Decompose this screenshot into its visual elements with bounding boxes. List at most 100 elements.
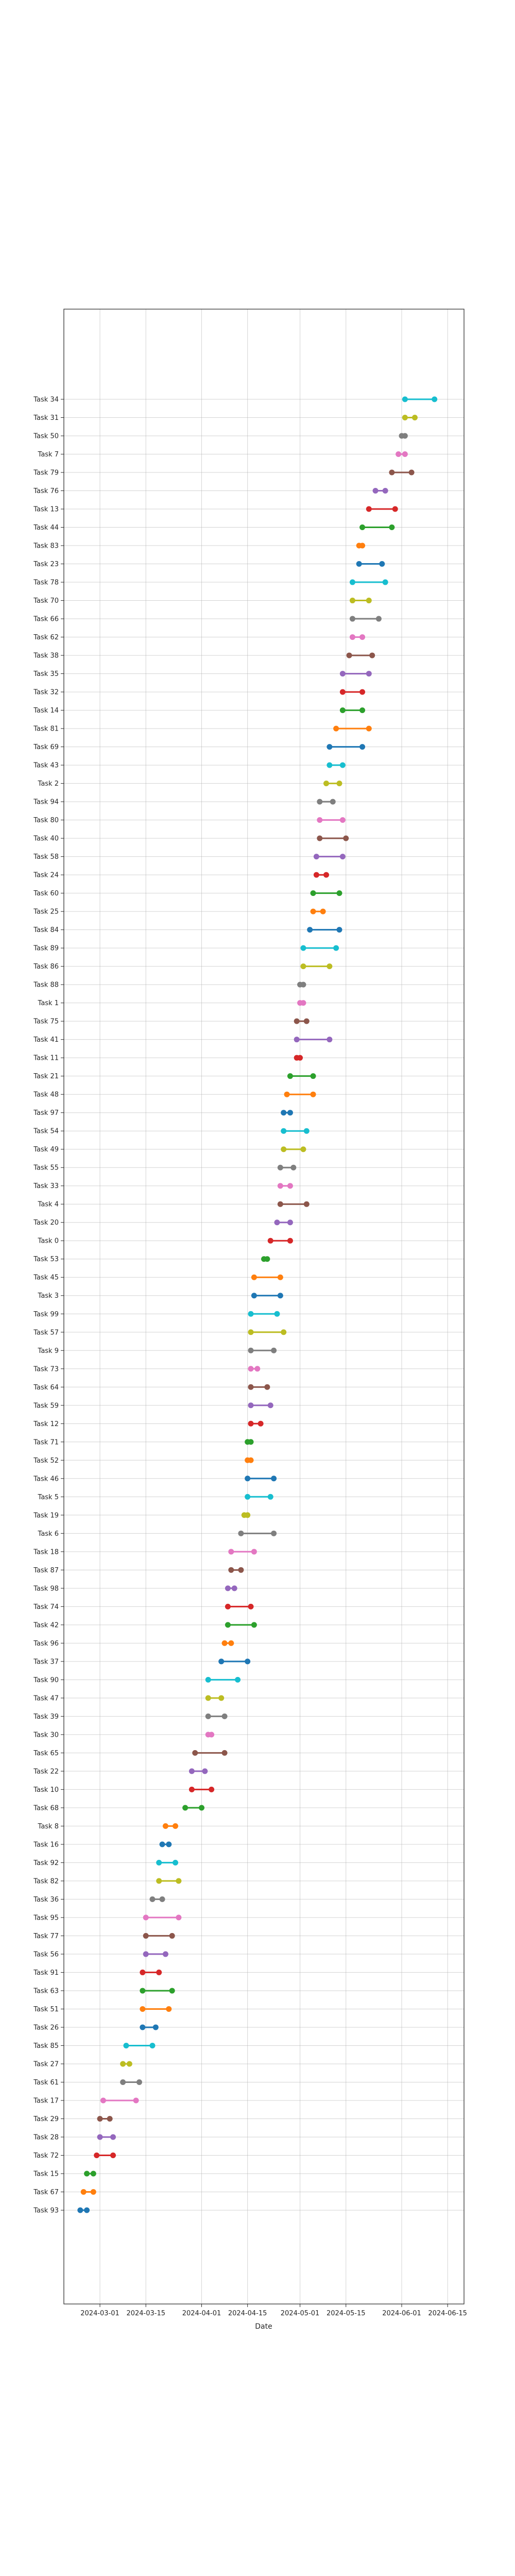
x-tick-label: 2024-05-15 [327,2310,366,2317]
task-end-point [162,1951,168,1957]
task-start-point [317,817,323,823]
y-tick-label: Task 32 [33,689,59,697]
task-start-point [143,1951,149,1957]
task-start-point [287,1073,293,1079]
task-end-point [264,1256,270,1262]
task-end-point [251,1549,257,1555]
x-tick-label: 2024-03-15 [126,2310,165,2317]
task-start-point [281,1146,287,1153]
task-start-point [205,1676,211,1683]
y-tick-label: Task 36 [33,1896,59,1904]
task-start-point [349,598,355,604]
task-end-point [251,1622,257,1628]
y-tick-label: Task 1 [38,999,59,1007]
task-end-point [90,2171,96,2177]
task-end-point [379,561,385,567]
task-start-point [323,781,330,787]
x-axis-title: Date [255,2323,272,2331]
task-end-point [281,1329,287,1335]
y-tick-label: Task 16 [33,1841,59,1849]
y-tick-label: Task 66 [33,616,59,623]
task-start-point [94,2152,100,2158]
task-end-point [359,744,366,750]
y-tick-label: Task 85 [33,2042,59,2050]
y-tick-label: Task 38 [33,652,59,660]
y-tick-label: Task 5 [38,1494,59,1501]
y-tick-label: Task 55 [33,1164,59,1172]
task-end-point [271,1476,277,1482]
task-end-point [303,1128,310,1134]
y-tick-label: Task 81 [33,725,59,733]
task-end-point [310,1073,316,1079]
y-tick-label: Task 39 [33,1713,59,1721]
task-start-point [307,927,313,933]
y-tick-label: Task 37 [33,1658,59,1666]
y-tick-label: Task 71 [33,1438,59,1446]
task-start-point [294,1018,300,1024]
task-end-point [287,1238,293,1244]
x-tick-layer: 2024-03-01 2024-03-15 2024-04-01 2024-04-15… [80,2304,467,2317]
task-start-point [402,396,408,402]
task-start-point [251,1274,257,1280]
task-end-point [333,945,339,951]
task-end-point [198,1805,204,1811]
task-start-point [140,2024,146,2030]
task-start-point [140,2006,146,2012]
task-start-point [182,1805,188,1811]
task-start-point [120,2079,126,2085]
y-tick-label: Task 84 [33,926,59,934]
task-end-point [402,451,408,457]
task-end-point [339,854,346,860]
y-tick-label: Task 10 [33,1786,59,1794]
task-end-point [110,2134,116,2140]
y-tick-label: Task 62 [33,634,59,641]
task-start-point [356,561,362,567]
y-tick-label: Task 43 [33,762,59,770]
task-start-point [123,2042,129,2048]
marks-layer [77,396,438,2213]
x-tick-label: 2024-06-01 [382,2310,421,2317]
task-end-point [126,2061,132,2067]
task-end-point [271,1347,277,1353]
task-start-point [97,2115,103,2122]
task-start-point [143,1933,149,1939]
y-tick-label: Task 42 [33,1621,59,1629]
y-tick-label: Task 51 [33,2006,59,2013]
task-start-point [188,1768,195,1774]
task-end-point [166,2006,172,2012]
task-start-point [159,1841,165,1848]
task-start-point [284,1091,290,1097]
y-tick-label: Task 93 [33,2207,59,2215]
y-tick-label: Task 6 [38,1530,59,1538]
task-end-point [382,488,388,494]
task-start-point [248,1329,254,1335]
y-tick-label: Task 56 [33,1951,59,1958]
task-start-point [313,854,319,860]
task-start-point [300,945,306,951]
y-tick-label: Task 75 [33,1018,59,1026]
task-start-point [77,2207,83,2213]
task-end-point [156,1969,162,1975]
y-tick-label: Task 21 [33,1073,59,1080]
task-end-point [320,908,326,914]
task-start-point [277,1183,283,1189]
task-end-point [209,1786,215,1792]
y-tick-label: Task 23 [33,561,59,568]
y-tick-label: Task 80 [33,817,59,824]
task-end-point [382,579,388,585]
task-start-point [245,1494,251,1500]
task-end-point [389,524,395,531]
task-start-point [251,1293,257,1299]
y-tick-label: Task 60 [33,890,59,897]
task-end-point [339,762,346,768]
task-start-point [143,1914,149,1921]
task-end-point [166,1841,172,1848]
task-end-point [228,1640,234,1646]
task-end-point [300,981,306,988]
task-start-point [333,725,339,732]
y-tick-label: Task 73 [33,1365,59,1373]
task-start-point [267,1238,273,1244]
y-tick-label: Task 59 [33,1402,59,1410]
